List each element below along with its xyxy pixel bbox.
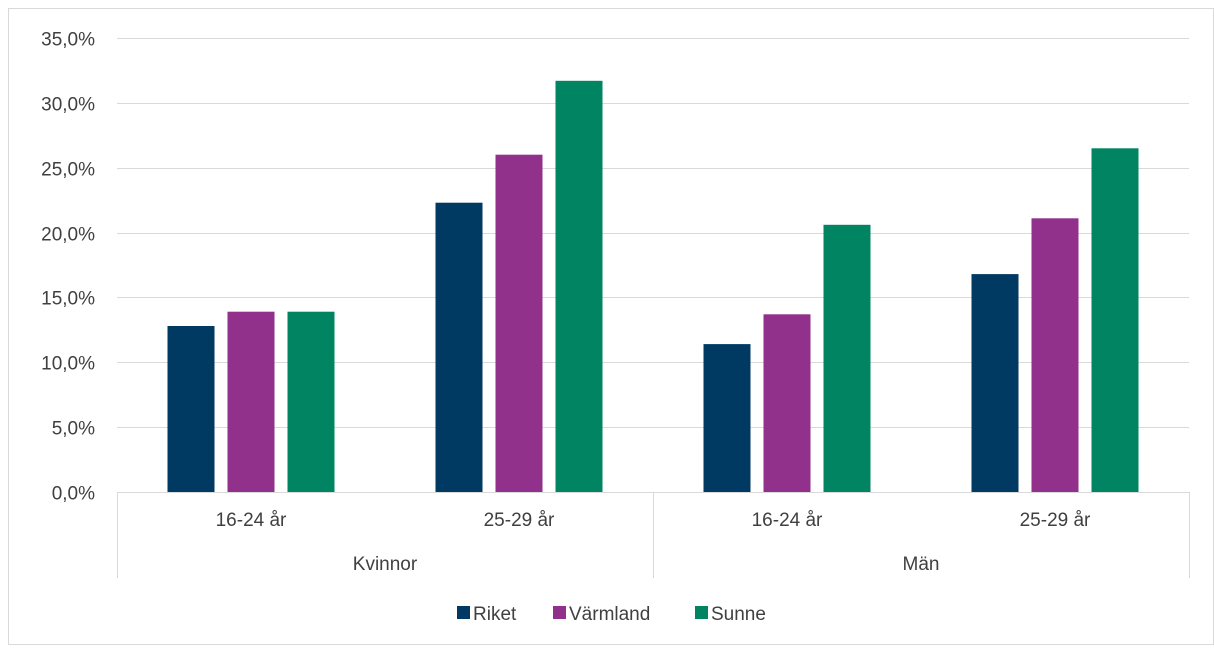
bar [435,202,483,492]
bar [703,344,751,492]
y-tick-label: 35,0% [41,30,95,51]
y-tick-label: 30,0% [41,95,95,116]
y-axis: 0,0% 5,0% 10,0% 15,0% 20,0% 25,0% 30,0% 35,0% [41,30,95,505]
x-tick-label: 16-24 år [216,510,287,531]
bar [763,314,811,492]
x-tick-label: 25-29 år [484,510,555,531]
bar [823,224,871,493]
bar [495,154,543,492]
x-tick-label: 16-24 år [752,510,823,531]
bar [167,326,215,492]
group-label: Män [903,554,940,575]
bar [971,274,1019,492]
bar [555,80,603,493]
y-tick-label: 20,0% [41,225,95,246]
legend-swatch [553,606,566,619]
x-tick-label: 25-29 år [1020,510,1091,531]
y-tick-label: 15,0% [41,289,95,310]
legend-swatch [695,606,708,619]
y-tick-label: 0,0% [52,484,95,505]
legend-label: Sunne [711,604,766,625]
legend-label: Riket [473,604,517,625]
bar [1031,218,1079,493]
legend-swatch [457,606,470,619]
bar [227,311,275,492]
bars [167,80,1139,493]
y-tick-label: 10,0% [41,354,95,375]
bar [287,311,335,492]
legend-label: Värmland [569,604,650,625]
legend: Riket Värmland Sunne [457,604,766,625]
y-tick-label: 5,0% [52,419,95,440]
x-axis: 16-24 år 25-29 år 16-24 år 25-29 år Kvinnor M… [117,492,1190,578]
y-tick-label: 25,0% [41,160,95,181]
bar [1091,148,1139,493]
group-label: Kvinnor [353,554,418,575]
